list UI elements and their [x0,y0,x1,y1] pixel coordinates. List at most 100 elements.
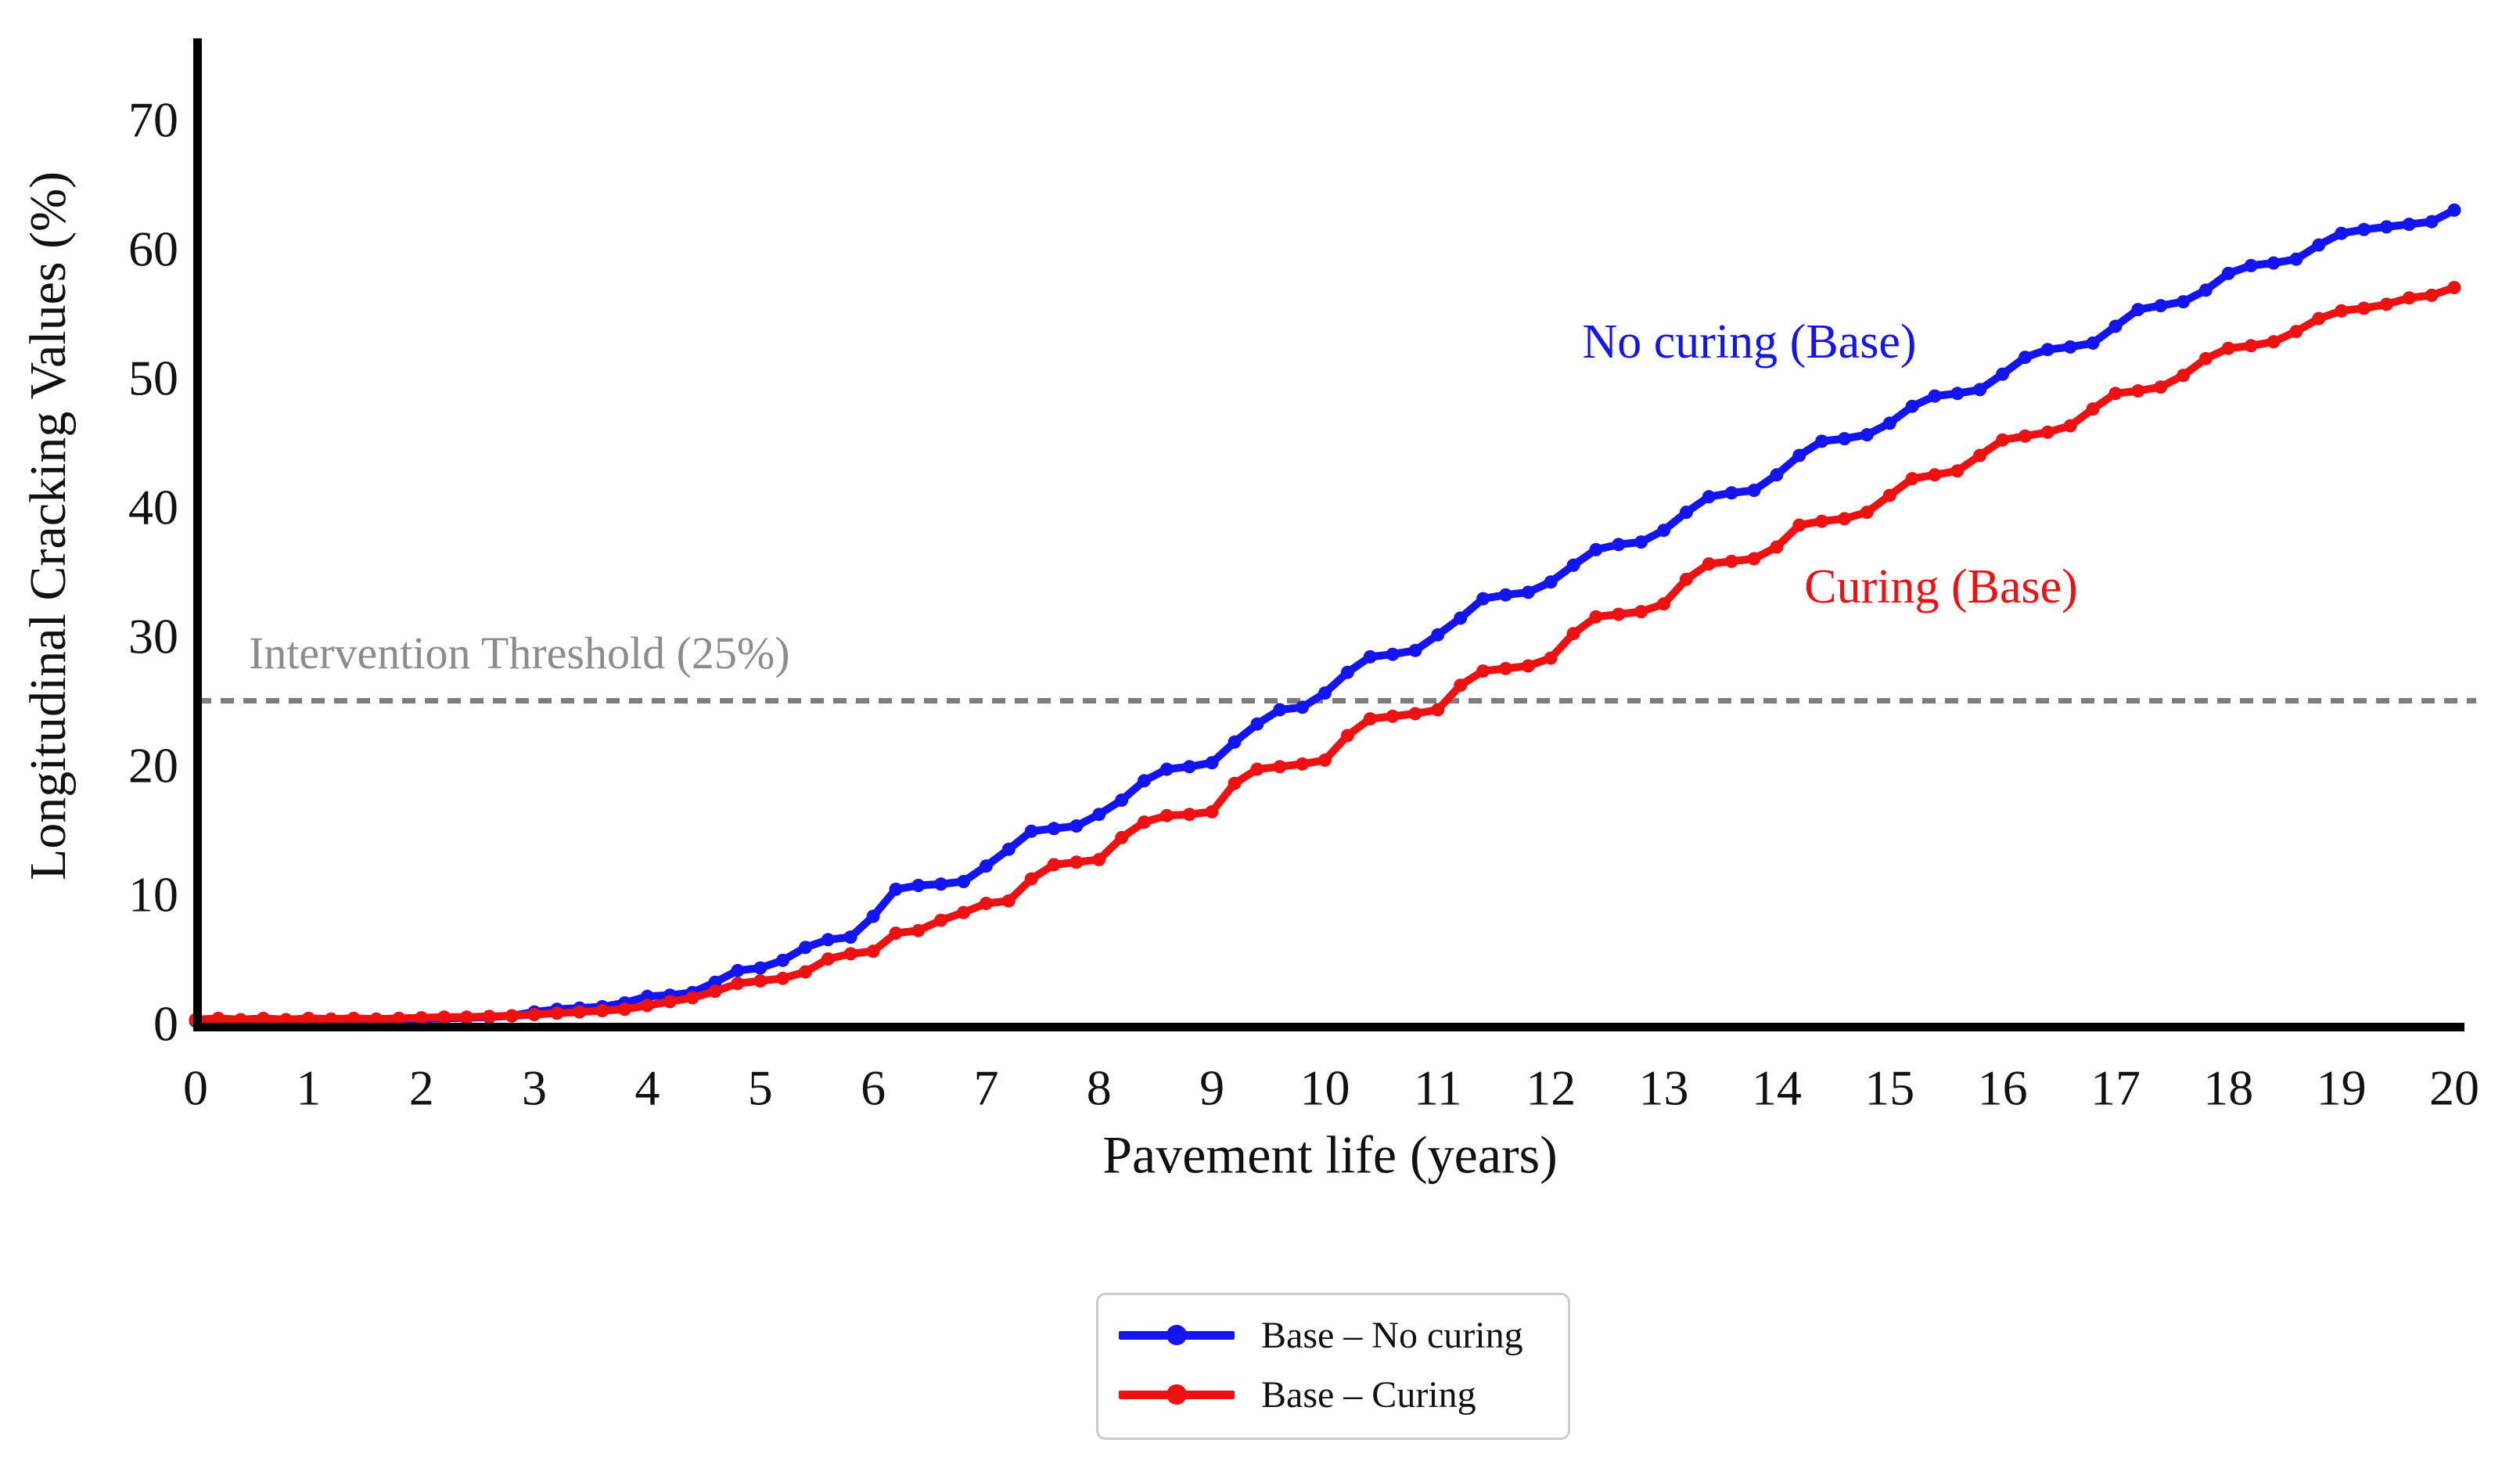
x-tick-label: 20 [2429,1060,2479,1116]
series-marker-curing [1001,894,1016,908]
legend-label: Base – No curing [1261,1314,1523,1356]
series-marker-curing [1115,830,1129,844]
x-tick-label: 9 [1199,1060,1224,1116]
series-marker-no-curing [1138,774,1151,788]
series-marker-curing [437,1010,451,1024]
series-marker-no-curing [1657,524,1671,538]
series-marker-no-curing [2019,351,2032,365]
series-marker-curing [1838,512,1851,526]
series-marker-no-curing [1566,558,1580,572]
series-marker-no-curing [1408,643,1422,657]
series-marker-no-curing [731,963,745,977]
series-marker-curing [1159,808,1174,822]
series-marker-curing [2289,325,2303,339]
series-marker-no-curing [1318,686,1332,700]
series-marker-curing [1024,872,1038,886]
series-marker-no-curing [2063,340,2077,354]
series-marker-curing [1250,762,1264,776]
series-marker-curing [2402,291,2416,305]
series-marker-no-curing [1589,542,1603,556]
series-marker-curing [2221,341,2235,355]
series-marker-curing [1205,804,1219,819]
legend: Base – No curing Base – Curing [1096,1293,1570,1440]
x-tick-label: 18 [2203,1060,2253,1116]
series-marker-no-curing [1296,700,1310,714]
series-marker-no-curing [1069,819,1084,833]
series-marker-curing [1340,729,1354,743]
y-axis-title: Longitudinal Cracking Values (%) [20,171,77,881]
series-marker-curing [2063,419,2077,433]
series-marker-no-curing [1159,762,1174,776]
series-marker-no-curing [2312,238,2326,252]
series-marker-curing [1657,597,1671,611]
series-marker-curing [2379,297,2393,311]
series-marker-no-curing [1860,428,1874,442]
series-marker-curing [1882,488,1896,502]
series-marker-curing [595,1004,609,1017]
series-marker-no-curing [1182,760,1196,774]
series-marker-curing [257,1011,271,1025]
series-marker-curing [1318,753,1332,767]
series-marker-no-curing [1544,575,1558,589]
series-marker-curing [301,1011,315,1025]
series-marker-no-curing [911,879,926,892]
series-marker-curing [2154,380,2168,394]
series-marker-no-curing [776,953,790,967]
series-marker-no-curing [1634,535,1648,549]
series-marker-curing [1566,627,1580,641]
series-marker-no-curing [2335,226,2349,240]
series-marker-curing [979,897,993,910]
series-marker-no-curing [1973,383,1987,397]
series-marker-curing [573,1005,587,1019]
series-marker-no-curing [2267,256,2281,270]
series-marker-curing [369,1012,383,1026]
series-marker-no-curing [1340,665,1354,679]
series-marker-no-curing [1724,486,1738,500]
series-marker-curing [211,1011,225,1025]
x-tick-label: 12 [1526,1060,1576,1116]
series-marker-no-curing [934,877,948,891]
series-marker-no-curing [2040,343,2054,357]
x-tick-label: 13 [1639,1060,1689,1116]
series-marker-curing [527,1008,541,1021]
series-marker-no-curing [1838,432,1851,446]
series-marker-no-curing [1747,484,1761,498]
y-tick-label: 10 [128,867,178,923]
series-marker-curing [2335,304,2349,318]
series-marker-curing [663,995,677,1009]
x-tick-label: 14 [1752,1060,1802,1116]
legend-line-marker-blue [1119,1330,1235,1340]
series-marker-no-curing [1024,824,1038,838]
series-marker-curing [618,1002,631,1017]
legend-entry-no-curing: Base – No curing [1119,1311,1540,1359]
series-marker-curing [2357,301,2371,315]
series-marker-no-curing [1205,756,1219,770]
series-marker-curing [934,913,948,927]
x-tick-label: 16 [1978,1060,2028,1116]
series-marker-curing [1521,659,1535,673]
series-marker-curing [1363,712,1377,726]
series-marker-no-curing [1250,717,1264,731]
x-tick-label: 17 [2090,1060,2141,1116]
series-marker-no-curing [1454,611,1468,625]
legend-label: Base – Curing [1261,1373,1476,1416]
series-marker-curing [2040,425,2054,439]
series-marker-curing [1476,664,1490,678]
series-marker-curing [1770,540,1784,554]
x-tick-label: 4 [634,1060,660,1116]
series-marker-curing [2108,387,2123,401]
series-marker-no-curing [1115,793,1129,807]
series-marker-no-curing [1792,448,1806,462]
series-marker-curing [1069,855,1084,869]
series-marker-no-curing [979,859,993,873]
series-marker-no-curing [1273,703,1287,717]
series-marker-curing [2177,369,2191,383]
y-tick-label: 70 [128,92,178,148]
x-axis-spine [193,1023,2464,1031]
series-marker-no-curing [1476,592,1490,606]
x-tick-label: 0 [183,1060,208,1116]
series-marker-curing [550,1006,564,1020]
series-marker-curing [324,1012,338,1026]
x-tick-label: 15 [1864,1060,1914,1116]
